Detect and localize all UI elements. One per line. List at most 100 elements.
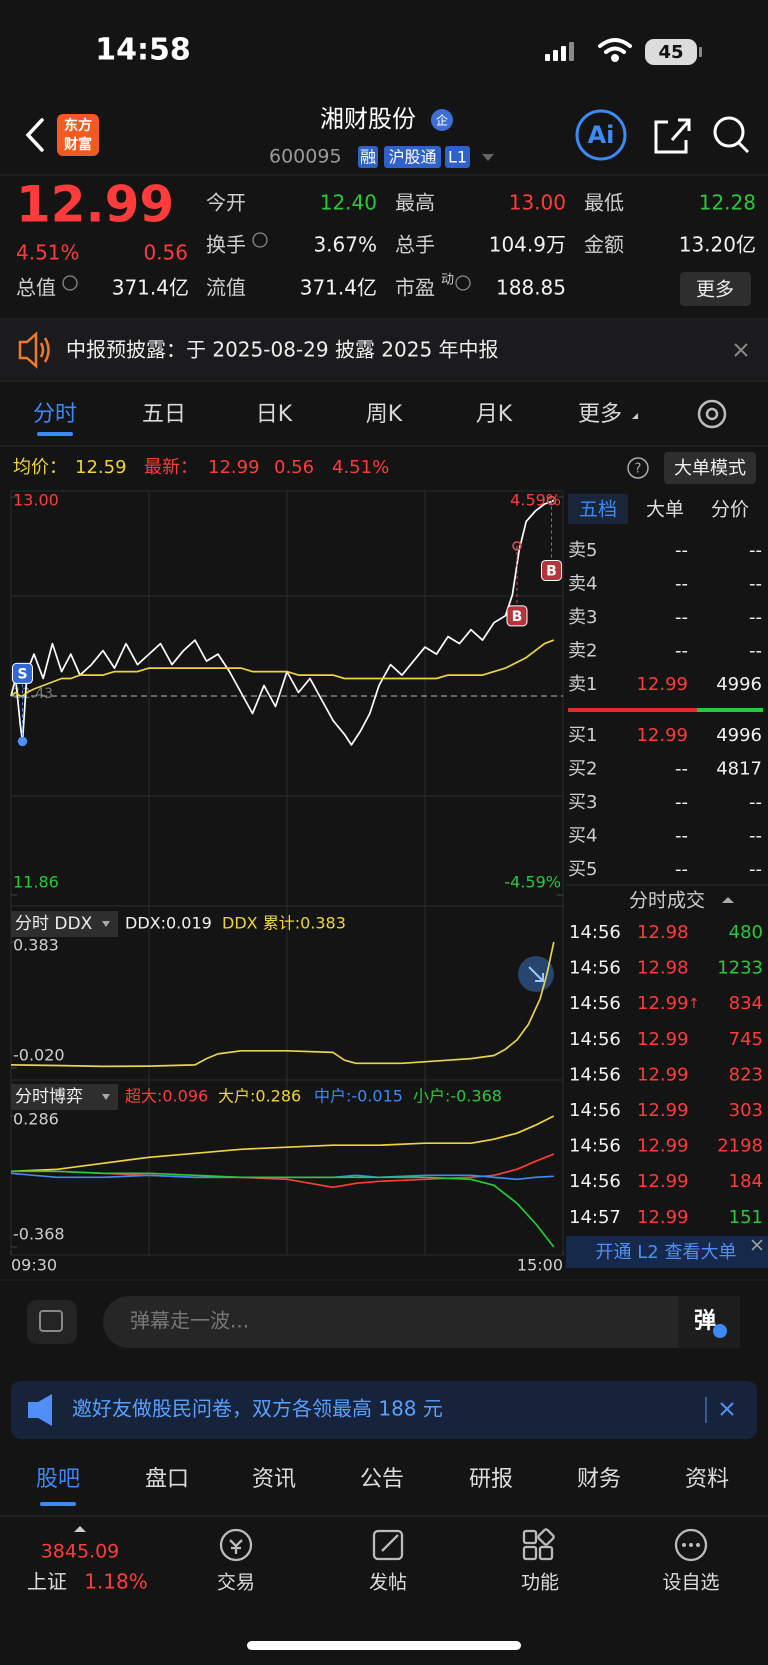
promo-text[interactable]: 邀好友做股民问卷，双方各领最高 188 元 <box>72 1397 443 1421</box>
l2-banner[interactable]: 开通 L2 查看大单 <box>596 1242 737 1263</box>
order-label: 买2 <box>568 759 597 780</box>
index-value[interactable]: 3845.09 <box>41 1541 120 1563</box>
section-tab[interactable]: 盘口 <box>145 1467 189 1492</box>
marker-point <box>17 736 28 747</box>
badge: L1 <box>448 148 467 167</box>
series-line <box>10 941 555 1068</box>
trade-time: 14:56 <box>569 1064 621 1085</box>
change: 0.56 <box>143 241 188 265</box>
dropdown-arrow <box>102 921 110 927</box>
section-tab[interactable]: 资讯 <box>252 1467 296 1492</box>
marker-box <box>541 559 562 581</box>
trade-volume: 184 <box>729 1171 763 1192</box>
logo <box>57 114 99 156</box>
tab-underline <box>37 432 73 436</box>
section-tab[interactable]: 研报 <box>469 1467 513 1492</box>
battery-level: 45 <box>658 42 683 63</box>
comment-placeholder[interactable]: 弹幕走一波... <box>130 1309 249 1333</box>
battery <box>645 39 697 65</box>
trades-title[interactable]: 分时成交 <box>629 890 705 912</box>
chart-tab[interactable]: 更多 <box>578 402 622 427</box>
danmaku-toggle[interactable] <box>27 1300 77 1344</box>
ddx-title-bg[interactable] <box>11 911 118 937</box>
trade-volume: 1233 <box>717 958 763 979</box>
trade-time: 14:56 <box>569 1029 621 1050</box>
signal-icon <box>545 42 574 61</box>
settings-button[interactable] <box>697 399 727 429</box>
trade-volume: 2198 <box>717 1136 763 1157</box>
section-tab[interactable]: 公告 <box>360 1467 404 1492</box>
back-button[interactable] <box>25 118 44 152</box>
help-icon[interactable] <box>627 457 649 479</box>
chart-tab[interactable]: 月K <box>476 402 513 427</box>
index-name[interactable]: 上证 <box>27 1570 67 1594</box>
field-label: 总手 <box>395 233 435 257</box>
panel-title[interactable]: 分时博弈 <box>15 1087 83 1107</box>
share-button[interactable] <box>654 118 691 154</box>
more-button-bg[interactable] <box>680 272 751 306</box>
field-label: 最低 <box>584 191 624 215</box>
title-badge-bg <box>431 109 453 131</box>
index-change[interactable]: 1.18% <box>84 1570 148 1594</box>
promo-close[interactable] <box>720 1402 734 1416</box>
order-volume: 4817 <box>716 759 762 780</box>
trade-volume: 151 <box>729 1207 763 1228</box>
l2-banner-bg[interactable] <box>566 1236 768 1268</box>
nav-item[interactable]: 交易 <box>217 1572 255 1594</box>
trade-volume: 303 <box>729 1100 763 1121</box>
danmaku-button-bg[interactable] <box>678 1296 740 1348</box>
badge-bg <box>384 146 441 168</box>
field-value: 104.9万 <box>489 233 566 257</box>
order-price: -- <box>675 540 688 561</box>
trade-price: 12.99 <box>637 1029 689 1050</box>
notice-close[interactable] <box>734 343 748 357</box>
game-title-bg[interactable] <box>11 1084 118 1110</box>
search-button[interactable] <box>713 116 750 154</box>
order-tab[interactable]: 大单 <box>646 499 684 521</box>
field-label: 最高 <box>395 191 435 215</box>
promo-bg[interactable] <box>11 1381 757 1439</box>
info-icon <box>62 275 78 291</box>
order-price: -- <box>675 574 688 595</box>
marker-label: B <box>546 563 557 579</box>
nav-icons <box>219 1528 708 1562</box>
section-tab[interactable]: 股吧 <box>36 1467 80 1492</box>
chart-tab[interactable]: 日K <box>256 402 293 427</box>
order-tab[interactable]: 分价 <box>711 499 749 521</box>
y-tick-label: -0.020 <box>13 1046 65 1065</box>
trade-time: 14:56 <box>569 993 621 1014</box>
panel-annotation: DDX 累计:0.383 <box>222 914 346 933</box>
mode-button-bg[interactable] <box>664 452 756 484</box>
order-label: 卖2 <box>568 641 597 662</box>
wifi-icon <box>598 38 632 62</box>
field-sup: 动 <box>441 273 454 288</box>
ai-label[interactable]: Ai <box>588 121 615 149</box>
comment-input[interactable] <box>103 1296 740 1348</box>
l2-close[interactable] <box>751 1239 763 1251</box>
chart-tab[interactable]: 分时 <box>33 402 77 427</box>
legend-label: 超大:0.096 <box>125 1087 208 1106</box>
code-dropdown[interactable] <box>482 154 494 161</box>
x-tick-label: 09:30 <box>11 1256 57 1275</box>
chart-tab[interactable]: 五日 <box>142 402 186 427</box>
danmaku-button[interactable]: 弹 <box>694 1309 716 1334</box>
chart-tab[interactable]: 周K <box>366 402 403 427</box>
panel-title[interactable]: 分时 DDX <box>15 914 93 934</box>
order-tab[interactable]: 五档 <box>579 499 617 521</box>
order-label: 卖3 <box>568 607 597 628</box>
order-label: 买1 <box>568 725 597 746</box>
nav-item[interactable]: 设自选 <box>662 1572 719 1594</box>
nav-item[interactable]: 发帖 <box>369 1572 407 1594</box>
nav-item[interactable]: 功能 <box>521 1572 559 1594</box>
mode-button[interactable]: 大单模式 <box>674 458 746 479</box>
ai-button[interactable] <box>575 109 627 161</box>
section-tab[interactable]: 财务 <box>577 1467 621 1492</box>
more-button[interactable]: 更多 <box>696 279 734 301</box>
logo-text: 东方 <box>64 117 92 134</box>
section-tab[interactable]: 资料 <box>685 1467 729 1492</box>
order-label: 买3 <box>568 792 597 813</box>
panel-annotation: DDX:0.019 <box>125 914 212 933</box>
trade-price: 12.99 <box>637 1100 689 1121</box>
legend-label: 小户:-0.368 <box>413 1087 502 1106</box>
last-label: 最新： <box>144 457 198 478</box>
